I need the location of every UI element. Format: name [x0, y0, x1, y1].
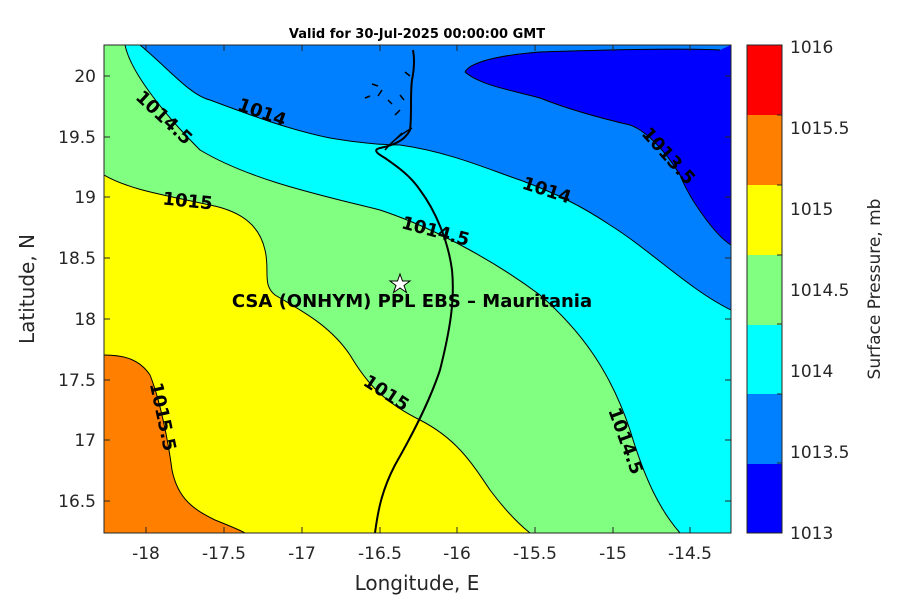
region-1015-5 [104, 355, 245, 533]
plot-frame [103, 44, 732, 534]
star-icon [388, 272, 412, 294]
contour-fill [104, 45, 731, 533]
colorbar-swatch [747, 394, 782, 464]
colorbar-tick-label: 1014 [790, 362, 833, 382]
colorbar-swatch [747, 324, 782, 394]
x-tick-label: -18 [132, 544, 160, 564]
x-tick-label: -17.5 [202, 544, 246, 564]
y-tick-label: 16.5 [58, 492, 96, 512]
colorbar-tick-label: 1015.5 [790, 119, 849, 139]
y-tick-label: 20 [74, 67, 96, 87]
colorbar-tick-label: 1013.5 [790, 443, 849, 463]
colorbar-label: Surface Pressure, mb [865, 199, 885, 380]
y-tick-label: 17.5 [58, 371, 96, 391]
y-tick-label: 18 [74, 310, 96, 330]
y-tick-label: 18.5 [58, 249, 96, 269]
station-label: CSA (ONHYM) PPL EBS – Mauritania [232, 291, 592, 312]
colorbar-tick-label: 1015 [790, 200, 833, 220]
y-tick-label: 19.5 [58, 128, 96, 148]
region-1015 [104, 175, 530, 533]
x-tick-label: -14.5 [668, 544, 712, 564]
y-axis-label: Latitude, N [15, 234, 39, 344]
colorbar-tick-label: 1014.5 [790, 281, 849, 301]
colorbar-swatch [747, 115, 782, 185]
y-tick-label: 19 [74, 188, 96, 208]
x-tick-label: -16 [443, 544, 471, 564]
x-tick-label: -17 [288, 544, 316, 564]
colorbar-swatch [747, 45, 782, 115]
contour-lines [104, 45, 731, 533]
colorbar-swatch [747, 463, 782, 533]
x-tick-labels: -18 -17.5 -17 -16.5 -16 -15.5 -15 -14.5 [132, 544, 712, 564]
y-tick-label: 17 [74, 431, 96, 451]
colorbar-tick-label: 1016 [790, 38, 833, 58]
map-title: Valid for 30-Jul-2025 00:00:00 GMT [289, 27, 545, 42]
x-tick-label: -16.5 [358, 544, 402, 564]
x-axis-label: Longitude, E [355, 571, 480, 595]
colorbar: 1013 1013.5 1014 1014.5 1015 1015.5 1016… [746, 38, 885, 544]
coastline [364, 49, 454, 533]
colorbar-swatch [747, 185, 782, 255]
region-1013 [465, 45, 731, 245]
x-tick-label: -15 [599, 544, 627, 564]
x-tick-label: -15.5 [513, 544, 557, 564]
contour-label: 1015 [162, 188, 214, 214]
colorbar-swatch [747, 255, 782, 325]
axis-tick-marks [104, 45, 731, 533]
y-tick-labels: 16.5 17 17.5 18 18.5 19 19.5 20 [58, 67, 96, 512]
colorbar-tick-label: 1013 [790, 524, 833, 544]
